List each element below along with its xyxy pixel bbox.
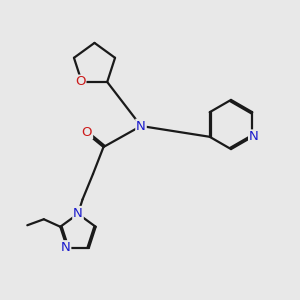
Text: N: N xyxy=(73,207,83,220)
Text: N: N xyxy=(61,241,70,254)
Text: O: O xyxy=(75,76,86,88)
Text: N: N xyxy=(136,119,146,133)
Text: N: N xyxy=(249,130,259,143)
Text: O: O xyxy=(82,125,92,139)
